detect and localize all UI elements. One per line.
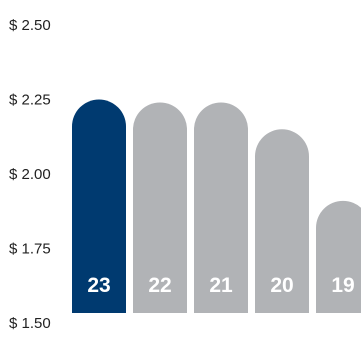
category-label: 23 [87,274,110,297]
bar-23 [72,99,126,314]
y-tick-label: $ 2.00 [9,166,51,183]
bar-21 [194,102,248,313]
category-label: 22 [148,274,171,297]
bar-20 [255,129,309,313]
bars [72,99,361,314]
bar-19 [316,200,361,313]
category-label: 20 [270,274,293,297]
category-label: 19 [331,274,354,297]
y-tick-label: $ 2.50 [9,17,51,34]
y-tick-label: $ 2.25 [9,92,51,109]
category-label: 21 [209,274,233,297]
y-axis: $ 2.50 $ 2.25 $ 2.00 $ 1.75 $ 1.50 [9,17,51,332]
category-labels: 23 22 21 20 19 [87,274,354,297]
y-tick-label: $ 1.75 [9,241,51,258]
bar-22 [133,102,187,313]
y-tick-label: $ 1.50 [9,315,51,332]
